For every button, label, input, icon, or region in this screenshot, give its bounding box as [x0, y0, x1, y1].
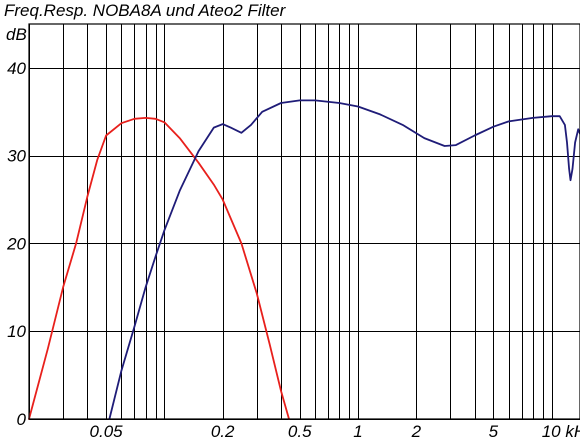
x-tick-label-4: 2	[411, 422, 422, 440]
series-line-1	[108, 99, 580, 420]
y-tick-label-1: 10	[7, 322, 26, 341]
x-tick-label-0: 0.05	[90, 422, 124, 440]
x-tick-label-2: 0.5	[288, 422, 312, 440]
grid-lines	[29, 24, 580, 420]
y-axis-label: dB	[6, 25, 27, 44]
plot-frame	[28, 23, 580, 420]
tick-labels: 0 10 20 30 40 0.05 0.2 0.5 1 2 5 10 kHz	[6, 59, 580, 440]
y-tick-label-3: 30	[7, 147, 26, 166]
x-tick-label-6: 10 kHz	[542, 422, 580, 440]
x-tick-label-1: 0.2	[211, 422, 235, 440]
chart-title: Freq.Resp. NOBA8A und Ateo2 Filter	[4, 1, 287, 20]
y-tick-label-4: 40	[7, 59, 26, 78]
y-tick-label-2: 20	[6, 234, 26, 253]
series-lines	[28, 99, 580, 420]
y-tick-label-0: 0	[17, 410, 27, 429]
x-tick-label-3: 1	[353, 422, 362, 440]
series-line-0	[28, 117, 290, 420]
x-tick-label-5: 5	[489, 422, 499, 440]
